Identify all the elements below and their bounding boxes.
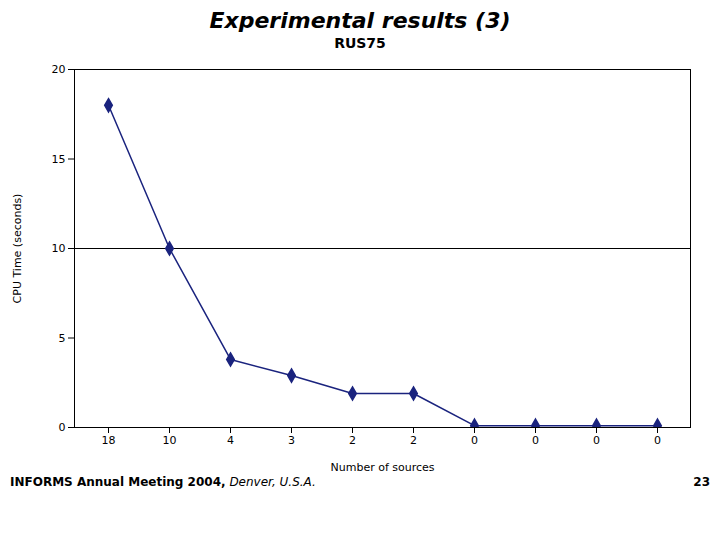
svg-text:20: 20 xyxy=(52,63,66,76)
svg-text:2: 2 xyxy=(410,434,417,447)
html-text:INFORMS Annual Meeting 2004, D: INFORMS Annual Meeting 2004, Denver, U.S… xyxy=(10,475,316,489)
svg-text:0: 0 xyxy=(59,421,66,434)
svg-text:0: 0 xyxy=(471,434,478,447)
svg-text:0: 0 xyxy=(532,434,539,447)
svg-text:10: 10 xyxy=(52,242,66,255)
svg-text:3: 3 xyxy=(288,434,295,447)
html-text:Experimental results (3): Experimental results (3) xyxy=(209,8,511,33)
svg-text:18: 18 xyxy=(102,434,116,447)
svg-text:5: 5 xyxy=(59,332,66,345)
svg-text:2: 2 xyxy=(349,434,356,447)
html-text:RUS75: RUS75 xyxy=(334,35,386,51)
svg-text:15: 15 xyxy=(52,153,66,166)
svg-text:10: 10 xyxy=(163,434,177,447)
svg-text:4: 4 xyxy=(227,434,234,447)
svg-text:0: 0 xyxy=(593,434,600,447)
svg-text:Number of sources: Number of sources xyxy=(330,461,434,474)
svg-text:0: 0 xyxy=(654,434,661,447)
svg-text:CPU Time (seconds): CPU Time (seconds) xyxy=(11,194,24,304)
html-text:23: 23 xyxy=(693,475,710,489)
